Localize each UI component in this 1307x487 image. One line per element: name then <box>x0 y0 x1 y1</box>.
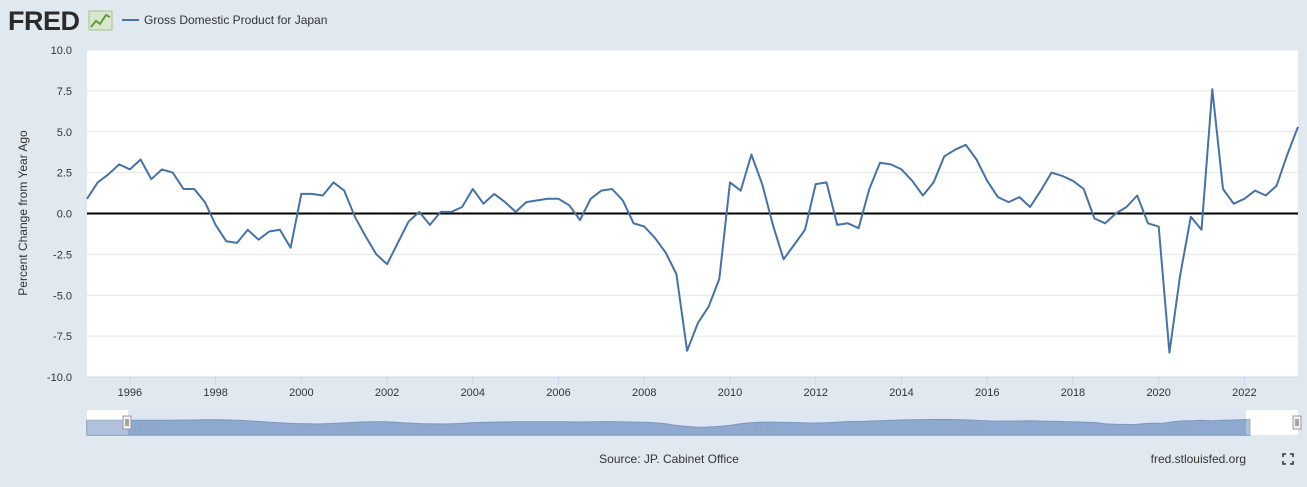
y-tick-label: -7.5 <box>53 331 72 343</box>
navigator-outside-right <box>1246 410 1298 435</box>
legend-label: Gross Domestic Product for Japan <box>144 13 327 27</box>
x-axis: 1996 1998 2000 2002 2004 2006 2008 2010 2012 2014… <box>87 376 1298 399</box>
y-tick-label: 0.0 <box>57 209 72 221</box>
navigator-handle-left[interactable] <box>122 415 132 430</box>
navigator-handle-right[interactable] <box>1292 415 1302 430</box>
source-credit: Source: JP. Cabinet Office <box>599 452 739 466</box>
logo-text: FRED <box>8 6 80 36</box>
x-tick-label: 2020 <box>1146 387 1170 399</box>
y-tick-label: 7.5 <box>57 86 72 98</box>
x-tick-label: 2010 <box>718 387 742 399</box>
x-tick-label: 2022 <box>1232 387 1256 399</box>
y-tick-label: 2.5 <box>57 168 72 180</box>
legend[interactable]: Gross Domestic Product for Japan <box>122 13 327 27</box>
x-tick-label: 2002 <box>375 387 399 399</box>
navigator-label: 2015 <box>959 423 982 434</box>
navigator-label: 2000 <box>339 423 362 434</box>
navigator-series-area <box>86 418 1251 436</box>
line-chart-icon <box>88 10 113 31</box>
y-tick-label: -10.0 <box>47 372 72 384</box>
series-line-gdp-japan[interactable] <box>86 88 1299 354</box>
y-tick-label: -5.0 <box>53 290 72 302</box>
navigator-label: 1995 <box>132 423 155 434</box>
site-link[interactable]: fred.stlouisfed.org <box>1151 452 1246 466</box>
navigator-selection[interactable] <box>128 410 1246 435</box>
navigator-outside-left <box>87 410 128 435</box>
x-tick-label: 1998 <box>203 387 227 399</box>
x-tick-label: 2000 <box>289 387 313 399</box>
x-tick-label: 2016 <box>975 387 999 399</box>
x-tick-label: 1996 <box>118 387 142 399</box>
x-tick-label: 2018 <box>1061 387 1085 399</box>
y-tick-label: 10.0 <box>51 45 72 57</box>
y-tick-label: -2.5 <box>53 249 72 261</box>
navigator[interactable]: 1995 2000 2010 2015 2020 <box>86 410 1302 436</box>
y-tick-label: 5.0 <box>57 127 72 139</box>
x-tick-label: 2014 <box>889 387 913 399</box>
navigator-label: 2020 <box>1169 423 1192 434</box>
fred-logo[interactable]: FRED <box>8 6 113 36</box>
x-tick-label: 2008 <box>632 387 656 399</box>
y-axis-title: Percent Change from Year Ago <box>16 130 30 296</box>
x-tick-label: 2004 <box>461 387 485 399</box>
navigator-label: 2010 <box>754 423 777 434</box>
fullscreen-icon[interactable] <box>1282 453 1294 465</box>
x-tick-label: 2012 <box>804 387 828 399</box>
x-tick-label: 2006 <box>546 387 570 399</box>
y-axis: -10.0 -7.5 -5.0 -2.5 0.0 2.5 5.0 7.5 10.0 <box>47 45 72 384</box>
navigator-labels: 1995 2000 2010 2015 2020 <box>132 423 1192 434</box>
